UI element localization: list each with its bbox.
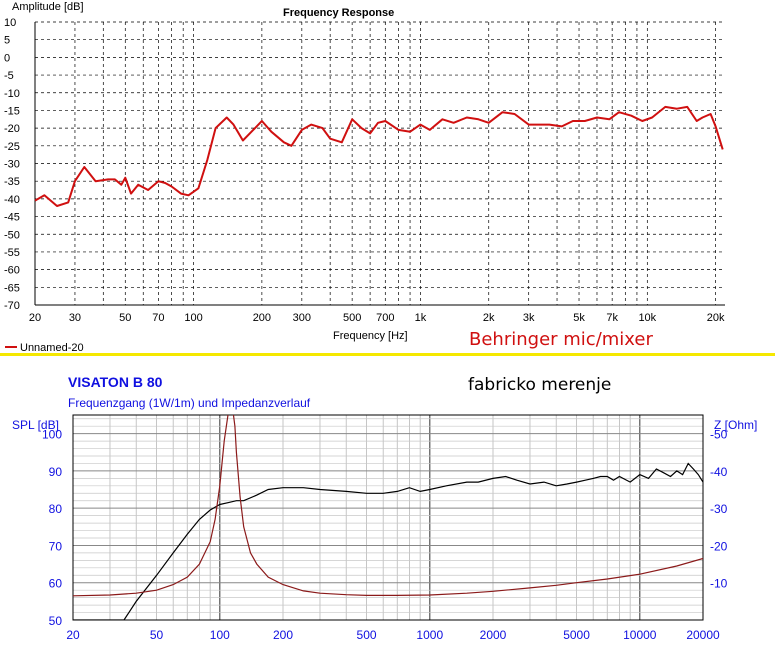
bottom-plot-area (73, 415, 703, 620)
behringer-chart: 1050-5-10-15-20-25-30-35-40-45-50-55-60-… (4, 1, 725, 354)
bottom-chart-subtitle: Frequenzgang (1W/1m) und Impedanzverlauf (68, 396, 311, 410)
bottom-y-tick-label: 90 (49, 465, 63, 479)
bottom-y-right-tick-label: -30 (710, 502, 728, 516)
top-axes: 1050-5-10-15-20-25-30-35-40-45-50-55-60-… (4, 17, 725, 324)
top-x-tick-label: 1k (415, 312, 427, 324)
top-x-tick-label: 2k (483, 312, 495, 324)
bottom-plot-frame (72, 414, 704, 621)
bottom-y-tick-label: 100 (42, 428, 62, 442)
top-chart-title: Frequency Response (283, 7, 394, 19)
top-x-tick-label: 7k (606, 312, 618, 324)
bottom-x-tick-label: 2000 (480, 628, 507, 642)
bottom-y-right-tick-label: -10 (710, 577, 728, 591)
impedance-curve (73, 415, 703, 597)
top-x-tick-label: 3k (523, 312, 535, 324)
top-y-tick-label: -25 (4, 141, 20, 153)
bottom-y-tick-label: 50 (49, 614, 63, 628)
bottom-y-right-tick-label: -20 (710, 539, 728, 553)
bottom-x-tick-label: 20 (66, 628, 80, 642)
top-series-group (34, 105, 724, 207)
bottom-y-right-tick-label: -50 (710, 428, 728, 442)
bottom-x-tick-label: 200 (273, 628, 293, 642)
top-x-axis-label: Frequency [Hz] (333, 330, 408, 342)
bottom-x-tick-label: 1000 (416, 628, 443, 642)
top-y-tick-label: -40 (4, 194, 20, 206)
bottom-y-right-tick-label: -40 (710, 465, 728, 479)
spl-curve (73, 462, 703, 620)
top-x-tick-label: 20k (707, 312, 725, 324)
top-x-tick-label: 100 (184, 312, 202, 324)
bottom-y-tick-label: 80 (49, 502, 63, 516)
top-y-axis-label: Amplitude [dB] (12, 1, 84, 13)
bottom-x-tick-label: 100 (210, 628, 230, 642)
bottom-chart-title: VISATON B 80 (68, 374, 163, 390)
top-y-tick-label: -10 (4, 88, 20, 100)
bottom-x-tick-label: 50 (150, 628, 164, 642)
top-x-tick-label: 50 (119, 312, 131, 324)
top-y-tick-label: -70 (4, 300, 20, 312)
top-y-tick-label: -20 (4, 123, 20, 135)
top-y-tick-label: -65 (4, 282, 20, 294)
factory-measurement-note: fabricko merenje (468, 375, 611, 395)
top-y-tick-label: -30 (4, 159, 20, 171)
top-x-tick-label: 500 (343, 312, 361, 324)
top-y-tick-label: -15 (4, 105, 20, 117)
bottom-x-tick-label: 500 (357, 628, 377, 642)
top-x-tick-label: 30 (69, 312, 81, 324)
behringer-note: Behringer mic/mixer (469, 329, 653, 350)
top-y-tick-label: -35 (4, 176, 20, 188)
top-series-line (34, 105, 724, 207)
top-y-tick-label: -55 (4, 247, 20, 259)
bottom-x-tick-label: 10000 (623, 628, 657, 642)
top-x-tick-label: 20 (29, 312, 41, 324)
top-y-tick-label: 5 (4, 35, 10, 47)
top-y-tick-label: -50 (4, 229, 20, 241)
top-x-tick-label: 700 (376, 312, 394, 324)
top-y-tick-label: -60 (4, 265, 20, 277)
top-y-tick-label: -5 (4, 70, 14, 82)
bottom-x-tick-label: 20000 (686, 628, 720, 642)
bottom-y-right-axis-label: Z [Ohm] (714, 418, 757, 432)
top-x-tick-label: 5k (573, 312, 585, 324)
bottom-y-tick-label: 70 (49, 539, 63, 553)
bottom-grid (72, 415, 704, 621)
bottom-y-axis-label: SPL [dB] (12, 418, 59, 432)
top-x-tick-label: 200 (253, 312, 271, 324)
top-x-tick-label: 70 (152, 312, 164, 324)
bottom-y-tick-label: 60 (49, 577, 63, 591)
bottom-x-tick-label: 5000 (563, 628, 590, 642)
top-y-tick-label: -45 (4, 212, 20, 224)
top-x-tick-label: 300 (293, 312, 311, 324)
bottom-series-group (73, 415, 703, 620)
visaton-chart: VISATON B 80 Frequenzgang (1W/1m) und Im… (12, 374, 757, 642)
top-grid (34, 21, 725, 306)
top-y-tick-label: 10 (4, 17, 16, 29)
legend-label: Unnamed-20 (20, 342, 84, 354)
top-x-tick-label: 10k (638, 312, 656, 324)
top-y-tick-label: 0 (4, 52, 10, 64)
